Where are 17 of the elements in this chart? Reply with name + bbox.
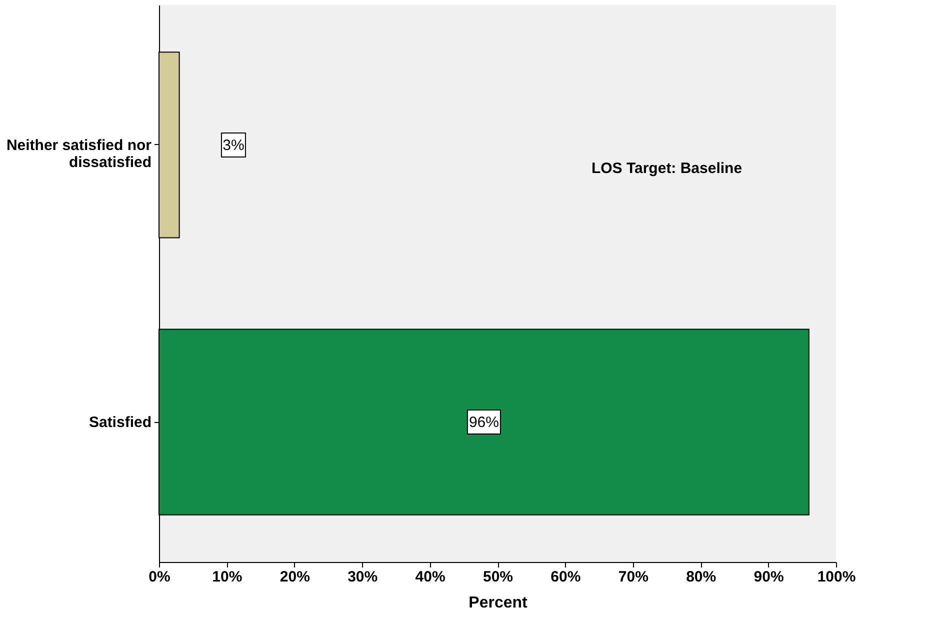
data-label: 96% (468, 414, 499, 432)
y-tick-label: Neither satisfied nor dissatisfied (6, 136, 152, 171)
x-tick-label: 20% (280, 568, 310, 586)
x-axis-title: Percent (468, 594, 528, 612)
x-tick-label: 0% (148, 568, 170, 586)
x-tick-label: 90% (754, 568, 784, 586)
x-tick-label: 30% (348, 568, 378, 586)
y-tick-label: Satisfied (88, 414, 152, 432)
x-tick-label: 50% (482, 568, 514, 586)
data-label: 3% (222, 136, 244, 154)
annotation: LOS Target: Baseline (591, 160, 742, 177)
x-tick-label: 60% (550, 568, 581, 586)
x-tick-label: 100% (817, 568, 856, 586)
x-tick-label: 40% (415, 568, 446, 586)
x-tick-label: 10% (212, 568, 242, 586)
x-tick-label: 70% (618, 568, 648, 586)
x-tick-label: 80% (686, 568, 716, 586)
